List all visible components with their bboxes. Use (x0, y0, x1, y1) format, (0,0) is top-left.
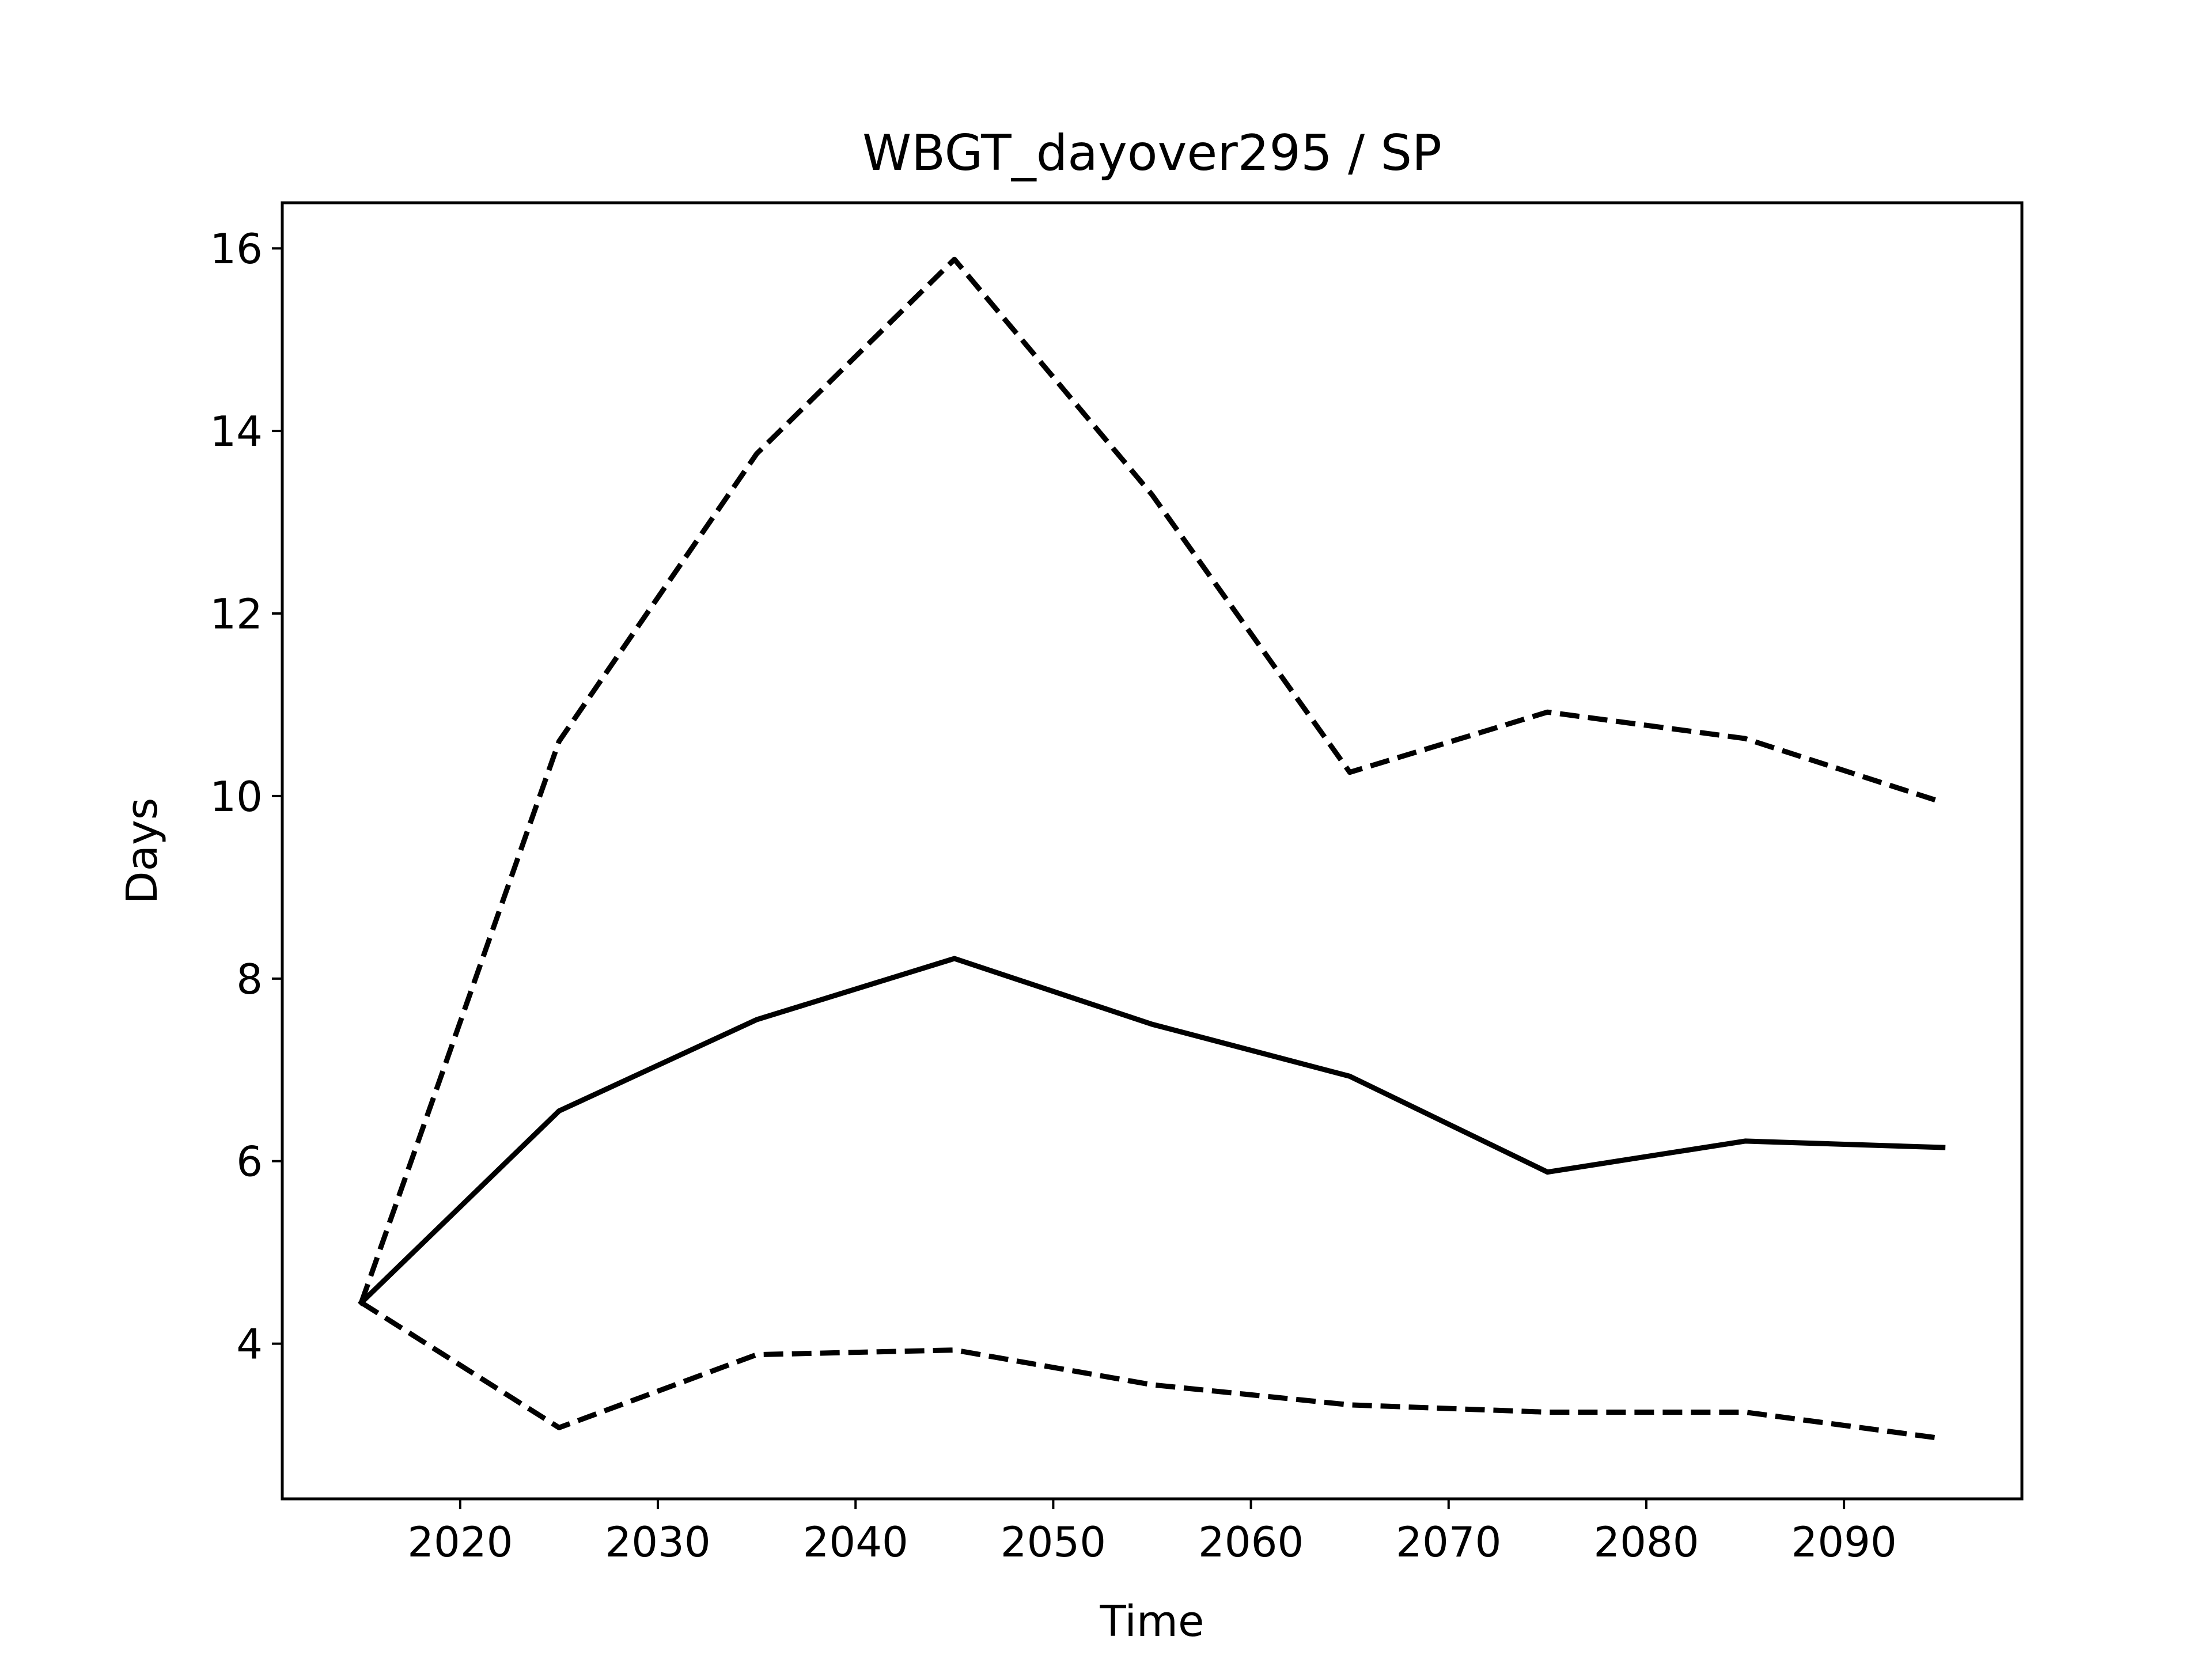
x-axis: 2020 2030 2040 2050 2060 2070 2080 2090 (407, 1499, 1897, 1566)
series-line-1 (357, 956, 1946, 1306)
x-tick-label: 2080 (1593, 1518, 1699, 1566)
y-tick-label: 16 (210, 225, 263, 273)
x-tick-label: 2050 (1001, 1518, 1106, 1566)
plot-frame (281, 201, 2024, 1501)
series-line-3 (359, 1300, 1944, 1441)
chart-title: WBGT_dayover295 / SP (862, 124, 1442, 182)
y-tick-label: 6 (236, 1138, 263, 1186)
y-tick-label: 8 (236, 955, 263, 1003)
y-axis-label: Days (118, 798, 167, 904)
y-tick-label: 12 (210, 590, 263, 638)
x-tick-label: 2070 (1396, 1518, 1501, 1566)
x-tick-label: 2040 (803, 1518, 908, 1566)
x-tick-label: 2020 (407, 1518, 513, 1566)
x-tick-label: 2060 (1198, 1518, 1304, 1566)
x-tick-label: 2030 (605, 1518, 710, 1566)
y-tick-label: 14 (210, 407, 263, 456)
y-axis: 4 6 8 10 12 14 16 (210, 225, 282, 1369)
x-axis-label: Time (1099, 1597, 1204, 1646)
series-layer (357, 256, 1946, 1441)
x-tick-label: 2090 (1791, 1518, 1897, 1566)
y-tick-label: 4 (236, 1320, 263, 1369)
y-tick-label: 10 (210, 772, 263, 821)
series-line-2 (359, 256, 1944, 1304)
